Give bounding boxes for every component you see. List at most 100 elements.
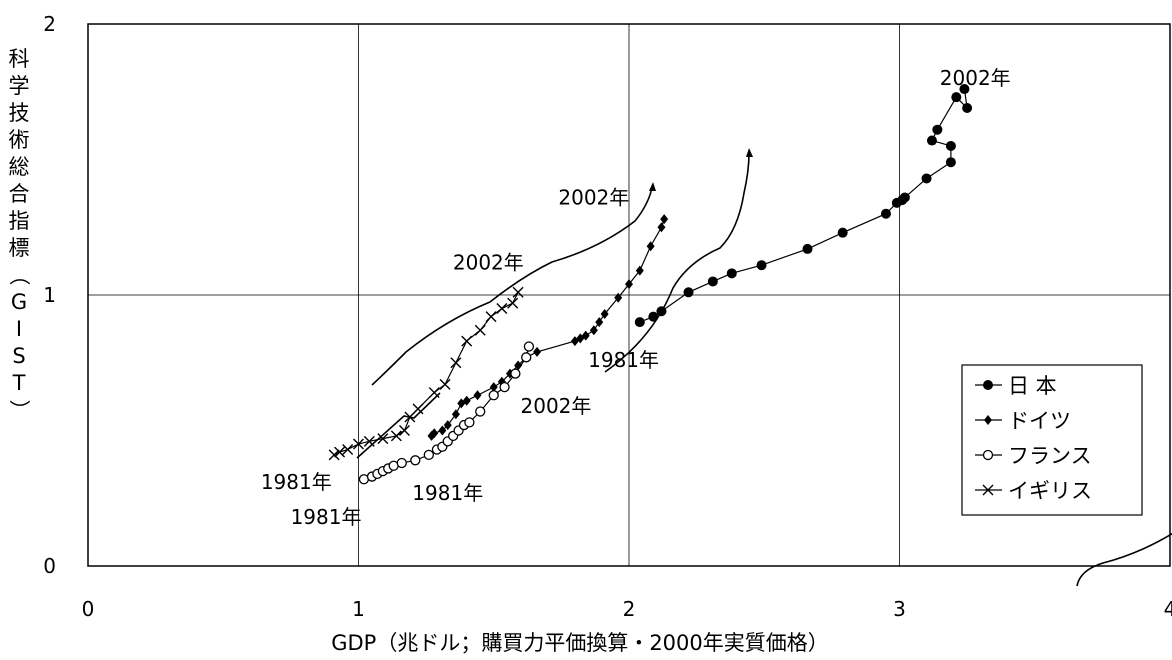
arrow-france (649, 182, 656, 191)
y-axis-label-char: 標 (9, 236, 30, 260)
data-point (523, 341, 535, 352)
data-point (683, 287, 694, 298)
x-axis-label: GDP（兆ドル；購買力平価換算・2000年実質価格） (331, 631, 829, 655)
data-point (595, 317, 604, 328)
data-point (512, 286, 524, 298)
data-point (474, 324, 486, 336)
y-axis-label-char: 科 (9, 47, 30, 71)
legend-item: フランス (975, 444, 1092, 468)
annotation-label: 1981年 (291, 505, 362, 529)
legend-label: フランス (1008, 444, 1092, 468)
data-point (660, 214, 669, 225)
data-point (438, 425, 447, 436)
data-point (430, 428, 439, 439)
legend-item: 日 本 (975, 374, 1057, 398)
plot-border (87, 23, 1171, 567)
legend-item: ドイツ (975, 409, 1071, 433)
y-axis-label-char: 指 (9, 209, 30, 233)
data-point (657, 222, 666, 233)
data-point (473, 390, 482, 401)
data-point (581, 330, 590, 341)
annotation-label: 2002年 (521, 394, 592, 418)
data-point (423, 449, 434, 461)
data-point (353, 438, 364, 450)
x-tick-label: 4 (1164, 597, 1172, 621)
series-2 (358, 341, 535, 485)
annotation-label: 1981年 (261, 470, 332, 494)
leader-line-germany (604, 152, 750, 373)
data-point (443, 420, 452, 431)
x-tick-label: 2 (623, 597, 636, 621)
y-tick-label: 1 (43, 283, 56, 307)
y-axis-label-char: 術 (9, 128, 30, 152)
data-point (461, 335, 473, 347)
data-point (625, 279, 633, 290)
legend-label: 日 本 (1008, 374, 1057, 398)
data-point (398, 425, 410, 436)
annotation-label: 2002年 (453, 250, 524, 274)
leader-line-france (371, 187, 653, 386)
data-point (921, 173, 932, 184)
legend-marker (984, 415, 992, 425)
y-axis-label-char: （ (7, 265, 31, 286)
data-point (489, 382, 498, 393)
data-point (962, 103, 973, 114)
data-point (410, 455, 421, 466)
y-axis-label-char: S (12, 344, 25, 368)
data-point (439, 378, 451, 390)
data-point (589, 325, 598, 336)
data-point (600, 308, 609, 319)
y-axis-label-char: T (12, 371, 26, 395)
data-point (880, 208, 891, 219)
y-axis-label-char: 総 (9, 155, 30, 179)
annotation-label: 1981年 (588, 348, 659, 372)
legend-marker (982, 449, 994, 461)
legend-label: イギリス (1008, 479, 1092, 503)
x-tick-label: 1 (352, 597, 365, 621)
data-point (837, 227, 848, 238)
gridlines (88, 24, 1170, 566)
leader-arrows (649, 148, 753, 191)
data-point (521, 352, 532, 363)
data-points (328, 84, 973, 485)
data-point (656, 306, 667, 317)
data-point (363, 435, 375, 447)
annotation-label: 2002年 (940, 66, 1011, 90)
y-axis-label-char: I (16, 317, 22, 341)
series-1 (427, 214, 669, 441)
y-axis-label-char: G (11, 290, 27, 314)
data-point (648, 311, 659, 322)
y-axis-label-char: 学 (9, 74, 30, 98)
data-point (802, 243, 813, 254)
data-point (533, 346, 542, 357)
data-point (450, 357, 462, 369)
data-point (756, 260, 767, 271)
data-point (510, 368, 521, 379)
leader-line-japan (1076, 532, 1172, 587)
data-point (342, 443, 354, 455)
data-point (726, 268, 737, 279)
data-point (428, 387, 440, 399)
arrow-germany (746, 148, 753, 157)
y-tick-label: 0 (43, 554, 56, 578)
annotation-label: 2002年 (558, 185, 629, 209)
data-point (634, 317, 645, 328)
y-axis-label-char: 合 (9, 182, 30, 206)
data-point (496, 303, 508, 315)
data-point (507, 297, 519, 309)
data-point (707, 276, 718, 287)
data-point (390, 430, 402, 442)
data-point (475, 406, 486, 417)
legend-marker (982, 484, 994, 496)
annotations: 2002年 2002年 2002年 1981年 2002年 1981年 1981年 1981年 (261, 66, 1011, 529)
data-point (451, 409, 460, 420)
data-point (899, 192, 910, 203)
data-point (396, 457, 407, 469)
data-point (514, 360, 523, 371)
data-point (959, 84, 970, 95)
data-point (499, 381, 510, 393)
data-point (488, 390, 499, 401)
